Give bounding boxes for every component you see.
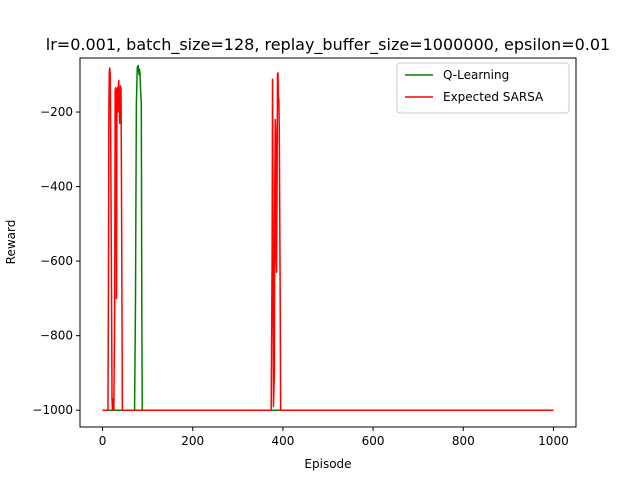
x-tick-label: 800: [452, 434, 475, 448]
y-tick-label: −600: [40, 254, 73, 268]
x-tick-label: 200: [181, 434, 204, 448]
y-tick-label: −800: [40, 329, 73, 343]
y-axis-ticks: −1000 −800 −600 −400 −200: [32, 105, 80, 417]
legend-box: [396, 62, 570, 114]
legend-label-q-learning: Q-Learning: [443, 68, 509, 82]
y-axis-label: Reward: [4, 220, 18, 265]
x-tick-label: 1000: [538, 434, 569, 448]
y-tick-label: −400: [40, 180, 73, 194]
y-tick-label: −1000: [32, 403, 73, 417]
x-axis-label: Episode: [304, 457, 351, 471]
x-tick-label: 0: [99, 434, 107, 448]
x-tick-label: 600: [362, 434, 385, 448]
x-axis-ticks: 0 200 400 600 800 1000: [99, 427, 569, 448]
legend: Q-Learning Expected SARSA: [396, 62, 570, 114]
series-line-expected-sarsa: [102, 67, 554, 411]
series-layer: [102, 64, 554, 411]
series-line-q-learning: [102, 64, 554, 411]
y-tick-label: −200: [40, 105, 73, 119]
chart-title: lr=0.001, batch_size=128, replay_buffer_…: [46, 35, 610, 55]
plot-frame: [79, 57, 577, 428]
legend-label-expected-sarsa: Expected SARSA: [443, 90, 544, 104]
x-tick-label: 400: [271, 434, 294, 448]
